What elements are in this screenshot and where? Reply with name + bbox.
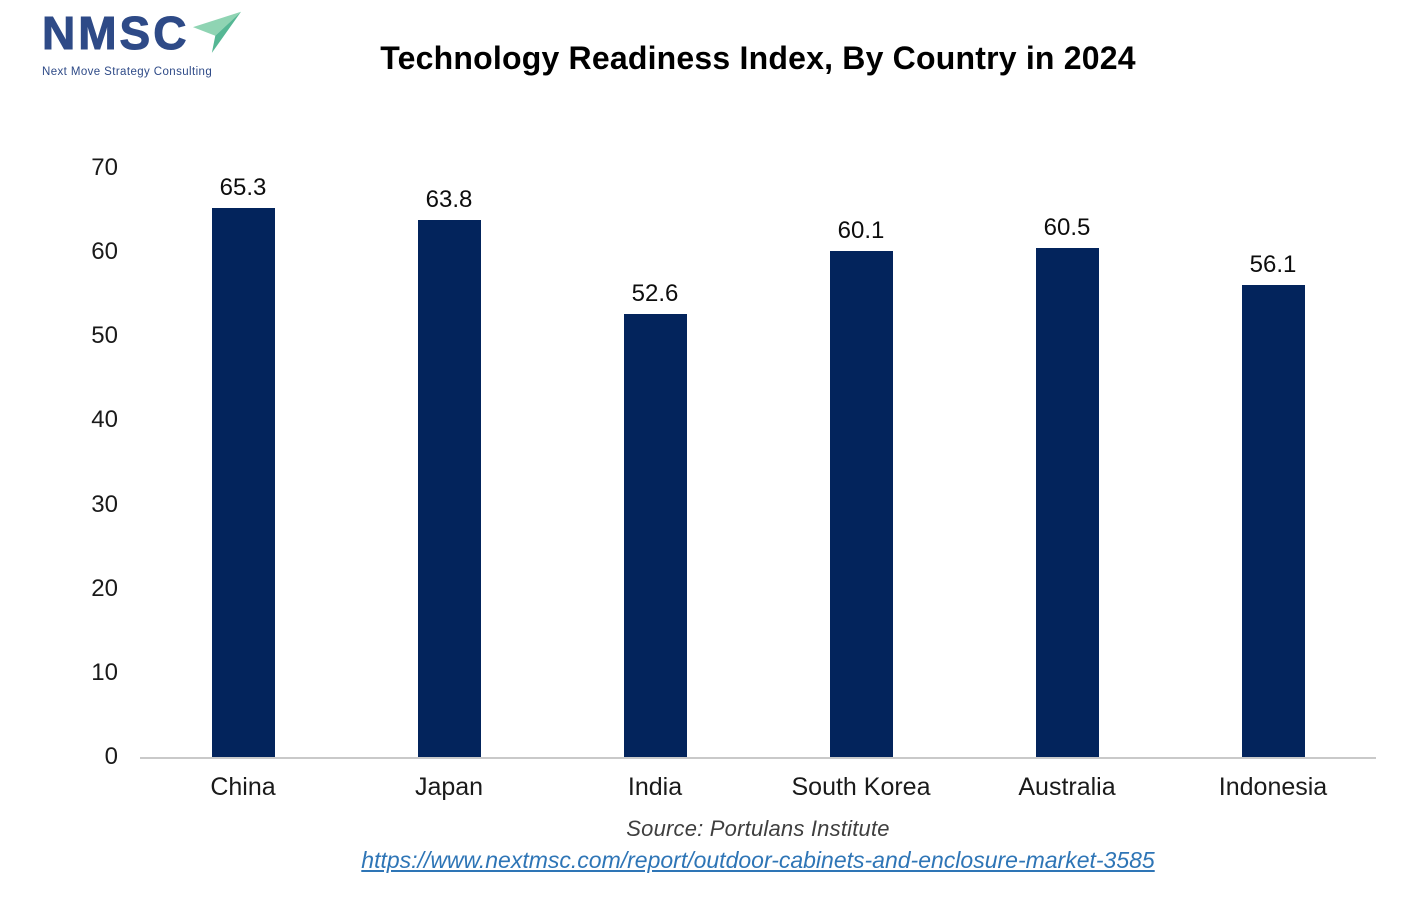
bar-data-label: 63.8 xyxy=(425,186,473,214)
bar-data-label: 52.6 xyxy=(631,280,679,308)
x-axis-label: Japan xyxy=(414,773,484,801)
bar xyxy=(1241,284,1305,757)
bar-column-japan: 63.8 xyxy=(346,170,552,757)
x-axis-label: Indonesia xyxy=(1218,773,1328,801)
paper-plane-icon xyxy=(191,10,243,63)
bar-column-indonesia: 56.1 xyxy=(1170,170,1376,757)
bar-column-south-korea: 60.1 xyxy=(758,170,964,757)
chart-footer: Source: Portulans Institute https://www.… xyxy=(140,816,1376,874)
bar-data-label: 56.1 xyxy=(1249,250,1297,278)
bar-column-india: 52.6 xyxy=(552,170,758,757)
bar xyxy=(623,314,687,757)
bar-data-label: 60.1 xyxy=(837,217,885,245)
y-tick-label: 20 xyxy=(91,574,118,602)
source-text: Source: Portulans Institute xyxy=(626,816,890,841)
bar-column-china: 65.3 xyxy=(140,170,346,757)
bar-data-label: 65.3 xyxy=(219,173,267,201)
chart-title: Technology Readiness Index, By Country i… xyxy=(380,40,1136,76)
y-tick-label: 40 xyxy=(91,406,118,434)
bar-series: 65.3 63.8 52.6 60.1 60.5 56.1 xyxy=(140,170,1376,757)
bar xyxy=(417,220,481,757)
bar xyxy=(829,251,893,757)
y-tick-label: 30 xyxy=(91,490,118,518)
y-tick-label: 50 xyxy=(91,322,118,350)
x-axis-label: Australia xyxy=(1018,773,1116,801)
y-tick-label: 10 xyxy=(91,658,118,686)
y-tick-label: 0 xyxy=(104,743,118,770)
bar-chart-plot-area: 0 10 20 30 40 50 60 70 65.3 63.8 52.6 60.1 60.5 56.1… xyxy=(91,156,1376,801)
nmsc-logo: NMSC Next Move Strategy Consulting xyxy=(41,7,252,78)
x-axis-label: China xyxy=(210,773,276,801)
x-axis-labels: China Japan India South Korea Australia Indon… xyxy=(140,773,1376,802)
x-axis-label: South Korea xyxy=(791,773,931,801)
logo-tagline: Next Move Strategy Consulting xyxy=(42,66,213,78)
x-axis-label: India xyxy=(627,773,683,801)
bar-column-australia: 60.5 xyxy=(964,170,1170,757)
logo-wordmark: NMSC xyxy=(41,7,190,59)
bar xyxy=(1035,247,1099,757)
bar-data-label: 60.5 xyxy=(1043,213,1091,241)
source-link[interactable]: https://www.nextmsc.com/report/outdoor-c… xyxy=(361,847,1155,873)
y-tick-label: 70 xyxy=(91,154,118,181)
y-tick-label: 60 xyxy=(91,238,118,266)
bar xyxy=(211,207,275,757)
